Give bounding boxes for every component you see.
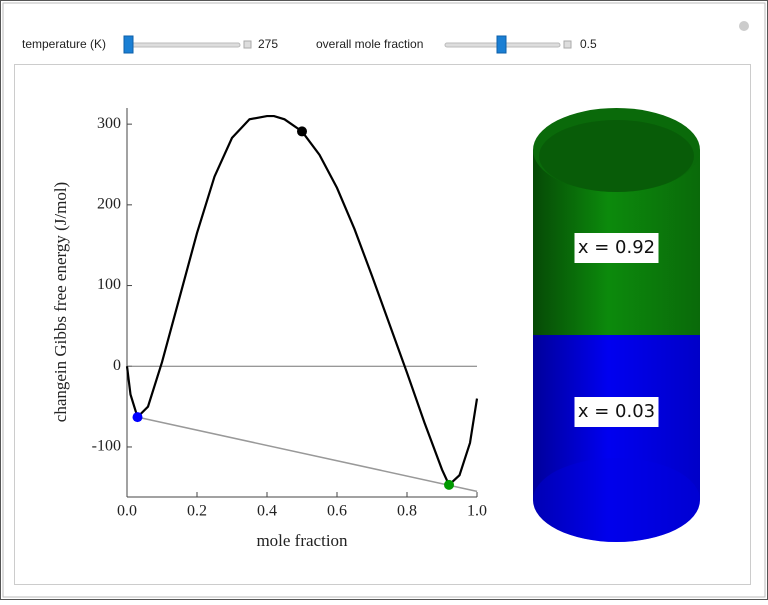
control-label: temperature (K) xyxy=(22,37,106,51)
slider-thumb[interactable] xyxy=(496,35,507,54)
phase-label-box xyxy=(574,397,659,427)
slider-track[interactable] xyxy=(124,42,241,48)
x-tick-label: 1.0 xyxy=(467,503,487,520)
y-tick-label: 200 xyxy=(97,196,121,213)
expand-button[interactable] xyxy=(243,40,252,49)
phase-label: x = 0.03 xyxy=(578,401,655,422)
expand-button[interactable] xyxy=(563,40,572,49)
controls: temperature (K) 275 overall mole fraction 0… xyxy=(22,35,597,54)
x-tick-label: 0.6 xyxy=(327,503,347,520)
point xyxy=(132,412,143,423)
phase-bottom-inner xyxy=(533,458,700,542)
y-tick-label: -100 xyxy=(92,438,121,455)
x-tick-label: 0.0 xyxy=(117,503,137,520)
phase-label-box xyxy=(574,233,659,263)
y-tick-label: 100 xyxy=(97,276,121,293)
control-value: 275 xyxy=(258,37,278,51)
energy-curve xyxy=(125,114,479,487)
y-tick-label: 300 xyxy=(97,115,121,132)
phase-top-cap-shade xyxy=(539,120,694,192)
x-tick-label: 0.2 xyxy=(187,503,207,520)
slider-thumb[interactable] xyxy=(123,35,134,54)
x-tick-label: 0.8 xyxy=(397,503,417,520)
plot: -100 0 100 200 300 0.0 0.2 0.4 0.6 0.8 1.0 mole fra… xyxy=(51,108,487,550)
x-tick-label: 0.4 xyxy=(257,503,277,520)
y-axis-label: changein Gibbs free energy (J/mol) xyxy=(51,182,70,422)
control-value: 0.5 xyxy=(580,37,597,51)
phase-label: x = 0.92 xyxy=(578,237,655,258)
tie-line xyxy=(137,416,478,493)
control-label: overall mole fraction xyxy=(316,37,423,51)
cylinder: x = 0.92 x = 0.03 xyxy=(533,108,700,542)
x-axis-label: mole fraction xyxy=(256,531,348,550)
options-button[interactable] xyxy=(739,21,749,31)
point xyxy=(444,479,454,490)
y-tick-label: 0 xyxy=(113,357,121,374)
phase-bottom xyxy=(533,335,700,542)
point xyxy=(297,126,307,137)
